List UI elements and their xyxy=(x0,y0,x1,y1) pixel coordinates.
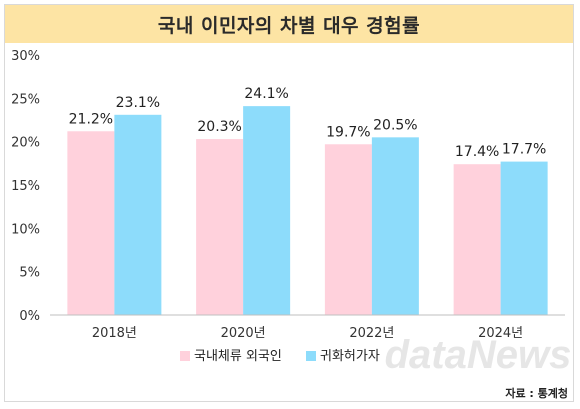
legend-swatch xyxy=(180,351,190,361)
legend-label: 국내체류 외국인 xyxy=(194,349,282,364)
title-band: 국내 이민자의 차별 대우 경험률 xyxy=(5,5,573,43)
source-note: 자료 : 통계청 xyxy=(505,387,568,400)
chart-title: 국내 이민자의 차별 대우 경험률 xyxy=(157,14,421,37)
data-label: 20.5% xyxy=(373,117,417,133)
bar xyxy=(243,106,291,315)
x-tick-label: 2022년 xyxy=(349,326,394,341)
legend: 국내체류 외국인 귀화허가자 xyxy=(180,349,380,364)
bar xyxy=(67,131,115,315)
x-tick-label: 2018년 xyxy=(92,326,137,341)
y-tick-label: 10% xyxy=(11,222,40,237)
y-tick-label: 25% xyxy=(11,92,40,107)
watermark: dataNews xyxy=(385,333,572,377)
data-label: 23.1% xyxy=(116,95,160,111)
y-axis: 0% 5% 10% 15% 20% 25% 30% xyxy=(11,49,40,324)
data-label: 17.4% xyxy=(455,144,499,160)
x-tick-label: 2024년 xyxy=(478,326,523,341)
data-label: 19.7% xyxy=(326,124,370,140)
bars xyxy=(67,106,548,315)
x-tick-label: 2020년 xyxy=(221,326,266,341)
bar xyxy=(114,114,162,315)
data-labels: 21.2%23.1% 20.3% 24.1% 19.7% 20.5% 17.4% 17.7% xyxy=(69,86,547,160)
data-label: 17.7% xyxy=(502,142,546,158)
bar xyxy=(324,144,372,315)
bar xyxy=(453,164,501,315)
data-label: 24.1% xyxy=(244,86,288,102)
bar xyxy=(371,137,419,315)
bar xyxy=(500,161,548,315)
y-tick-label: 20% xyxy=(11,136,40,151)
y-tick-label: 30% xyxy=(11,49,40,64)
y-tick-label: 15% xyxy=(11,179,40,194)
data-label: 20.3% xyxy=(197,119,241,135)
x-axis: 2018년 2020년 2022년 2024년 xyxy=(50,314,565,341)
legend-swatch xyxy=(306,351,316,361)
bar xyxy=(196,139,244,315)
legend-label: 귀화허가자 xyxy=(320,349,380,364)
y-tick-label: 0% xyxy=(19,309,40,324)
y-tick-label: 5% xyxy=(19,266,40,281)
data-label: 21.2% xyxy=(69,111,113,127)
